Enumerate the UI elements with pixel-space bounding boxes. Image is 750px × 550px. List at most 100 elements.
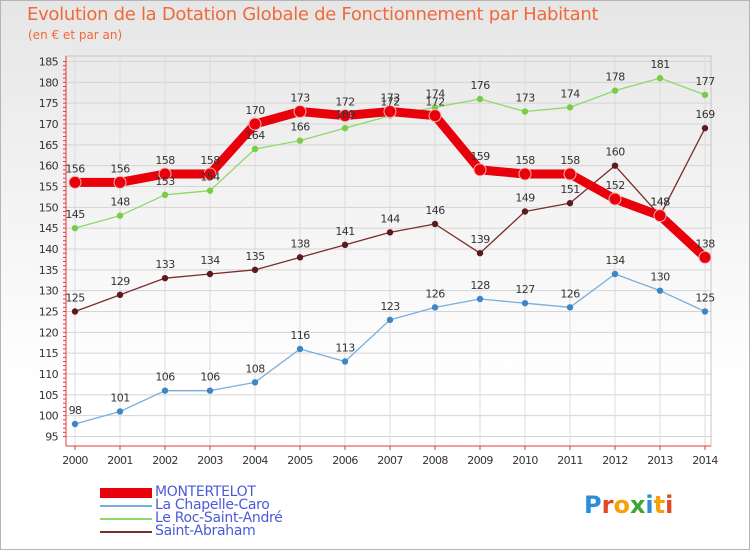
data-label: 152 <box>605 179 624 192</box>
data-label: 149 <box>515 192 535 205</box>
data-point <box>341 124 349 132</box>
data-point <box>476 295 484 303</box>
data-label: 106 <box>155 371 175 384</box>
x-tick-label: 2009 <box>467 454 493 467</box>
data-label: 169 <box>335 108 355 121</box>
x-tick-label: 2004 <box>242 454 268 467</box>
legend-label: MONTERTELOT <box>155 484 256 500</box>
data-label: 138 <box>290 237 310 250</box>
data-label: 133 <box>155 258 175 271</box>
proxiti-logo: Proxiti <box>584 491 673 519</box>
logo-letter: t <box>653 491 666 519</box>
data-label: 128 <box>470 279 490 292</box>
data-label: 130 <box>650 271 670 284</box>
data-label: 127 <box>515 283 535 296</box>
x-tick-label: 2003 <box>197 454 223 467</box>
y-tick-label: 135 <box>39 264 59 277</box>
data-point <box>563 167 577 181</box>
data-label: 158 <box>155 154 175 167</box>
data-label: 166 <box>290 121 310 134</box>
data-label: 153 <box>155 175 175 188</box>
x-tick-label: 2014 <box>692 454 718 467</box>
data-label: 170 <box>245 104 265 117</box>
data-point <box>341 241 349 249</box>
data-label: 158 <box>560 154 580 167</box>
data-label: 158 <box>515 154 535 167</box>
y-tick-label: 145 <box>39 222 59 235</box>
data-point <box>386 229 394 236</box>
data-label: 126 <box>425 287 445 300</box>
y-tick-label: 160 <box>39 160 59 173</box>
data-label: 172 <box>335 96 354 109</box>
data-point <box>611 270 619 278</box>
y-tick-label: 170 <box>39 118 59 131</box>
data-label: 148 <box>650 196 670 209</box>
y-tick-label: 165 <box>39 139 59 152</box>
data-point <box>251 379 259 386</box>
legend-swatch <box>100 518 152 520</box>
data-point <box>656 74 664 82</box>
data-point <box>611 162 619 169</box>
data-label: 139 <box>470 233 490 246</box>
data-label: 173 <box>515 92 535 105</box>
logo-letter: o <box>613 491 630 519</box>
logo-letter: r <box>601 491 614 519</box>
data-point <box>248 117 262 131</box>
data-point <box>521 108 529 115</box>
data-point <box>203 167 217 181</box>
data-label: 101 <box>110 392 129 405</box>
data-point <box>566 304 574 311</box>
y-tick-label: 130 <box>39 285 59 298</box>
x-tick-label: 2000 <box>62 454 88 467</box>
data-label: 177 <box>695 75 715 88</box>
data-label: 160 <box>605 146 625 159</box>
data-label: 174 <box>560 87 580 100</box>
y-tick-label: 115 <box>39 347 59 360</box>
data-label: 106 <box>200 371 220 384</box>
data-point <box>518 167 532 181</box>
data-point <box>566 199 574 207</box>
x-tick-label: 2010 <box>512 454 538 467</box>
data-point <box>158 167 172 181</box>
data-point <box>431 104 439 111</box>
y-tick-label: 100 <box>39 410 59 423</box>
data-point <box>341 358 349 365</box>
data-label: 125 <box>695 292 715 305</box>
x-tick-label: 2007 <box>377 454 403 467</box>
data-point <box>701 91 709 99</box>
data-label: 116 <box>290 329 310 342</box>
data-label: 123 <box>380 300 400 313</box>
data-point <box>521 299 529 307</box>
data-label: 135 <box>245 250 265 263</box>
data-label: 156 <box>65 162 85 175</box>
data-point <box>293 105 307 118</box>
chart-title: Evolution de la Dotation Globale de Fonc… <box>27 4 599 25</box>
logo-letter: P <box>584 491 602 519</box>
data-point <box>608 192 622 206</box>
data-point <box>431 220 439 228</box>
data-point <box>161 191 169 199</box>
data-label: 154 <box>200 171 220 184</box>
data-point <box>428 109 442 123</box>
data-point <box>656 287 664 294</box>
data-label: 148 <box>110 196 130 209</box>
data-point <box>701 308 709 315</box>
data-label: 172 <box>380 96 399 109</box>
x-tick-label: 2013 <box>647 454 673 467</box>
data-point <box>383 105 397 118</box>
data-label: 159 <box>470 150 490 163</box>
data-label: 144 <box>380 212 400 225</box>
data-point <box>653 209 667 223</box>
data-label: 158 <box>200 154 220 167</box>
data-point <box>701 124 709 132</box>
logo-letter: i <box>645 491 654 519</box>
y-tick-label: 185 <box>39 56 59 69</box>
legend-label: Le Roc-Saint-André <box>155 510 283 526</box>
data-point <box>206 270 214 278</box>
data-point <box>71 308 79 315</box>
data-label: 108 <box>245 362 265 375</box>
y-tick-label: 125 <box>39 306 59 319</box>
data-label: 138 <box>695 237 715 250</box>
data-label: 129 <box>110 275 130 288</box>
data-point <box>476 249 484 257</box>
